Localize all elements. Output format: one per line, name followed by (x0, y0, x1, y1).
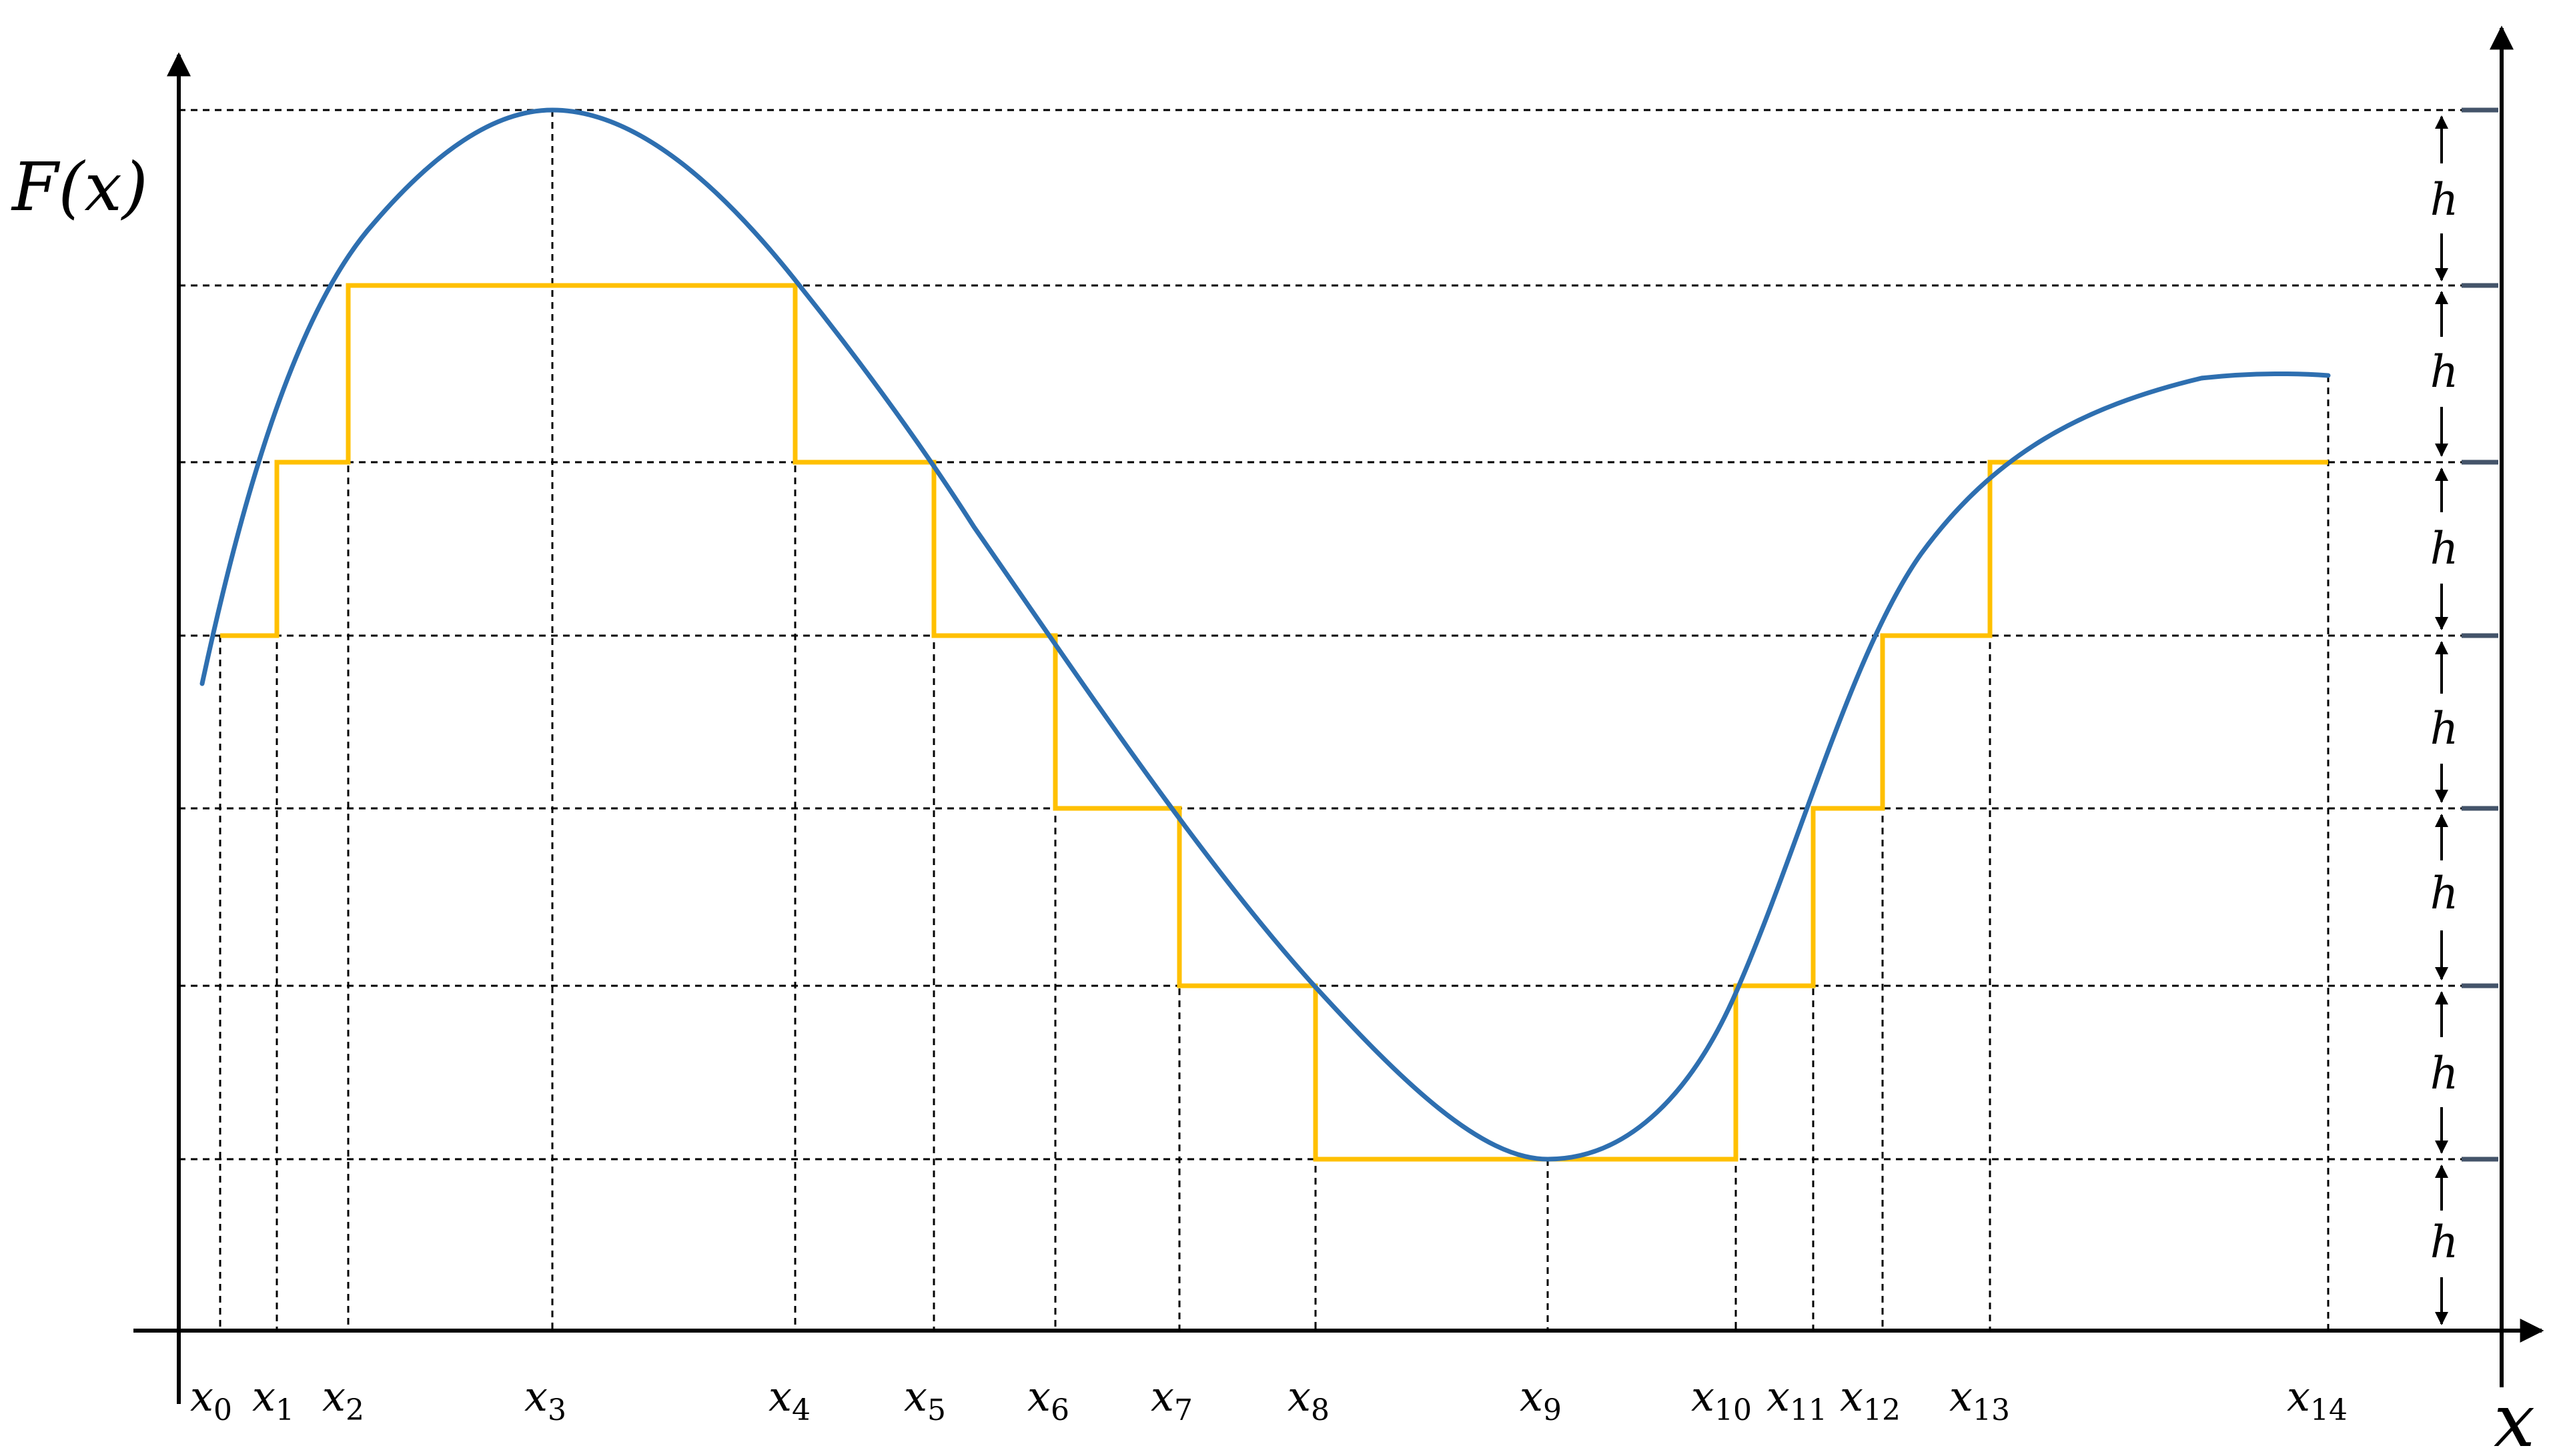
x-point-label-13: x13 (1949, 1372, 2010, 1427)
x-axis-label: x (2494, 1378, 2535, 1456)
y-axis-label: F(x) (11, 148, 148, 226)
h-label-3: h (2430, 523, 2459, 574)
h-label-1: h (2430, 174, 2459, 225)
x-point-label-7: x7 (1151, 1372, 1193, 1427)
x-drop-lines (219, 110, 2330, 1331)
h-labels: h h h h h h h (2430, 174, 2459, 1268)
x-point-label-1: x1 (252, 1372, 294, 1427)
x-point-label-12: x12 (1840, 1372, 1901, 1427)
x-point-label-10: x10 (1691, 1372, 1752, 1427)
axes (133, 25, 2544, 1404)
h-label-2: h (2430, 346, 2459, 398)
h-label-5: h (2430, 868, 2459, 919)
x-point-label-9: x9 (1520, 1372, 1562, 1427)
h-label-6: h (2430, 1048, 2459, 1099)
x-point-label-4: x4 (769, 1372, 811, 1427)
x-point-label-3: x3 (524, 1372, 566, 1427)
level-ticks (2462, 107, 2498, 1162)
x-point-label-2: x2 (322, 1372, 364, 1427)
x-point-label-0: x0 (190, 1372, 232, 1427)
x-point-labels: x0 x1 x2 x3 x4 x5 x6 x7 x8 x9 x10 x11 x1… (190, 1372, 2348, 1427)
x-point-label-14: x14 (2287, 1372, 2348, 1427)
h-label-7: h (2430, 1217, 2459, 1268)
function-curve (199, 107, 2331, 1162)
quantized-staircase (220, 283, 2328, 1162)
x-point-label-6: x6 (1027, 1372, 1069, 1427)
x-point-label-5: x5 (904, 1372, 946, 1427)
x-point-label-8: x8 (1288, 1372, 1330, 1427)
h-label-4: h (2430, 703, 2459, 754)
x-point-label-11: x11 (1766, 1372, 1827, 1427)
